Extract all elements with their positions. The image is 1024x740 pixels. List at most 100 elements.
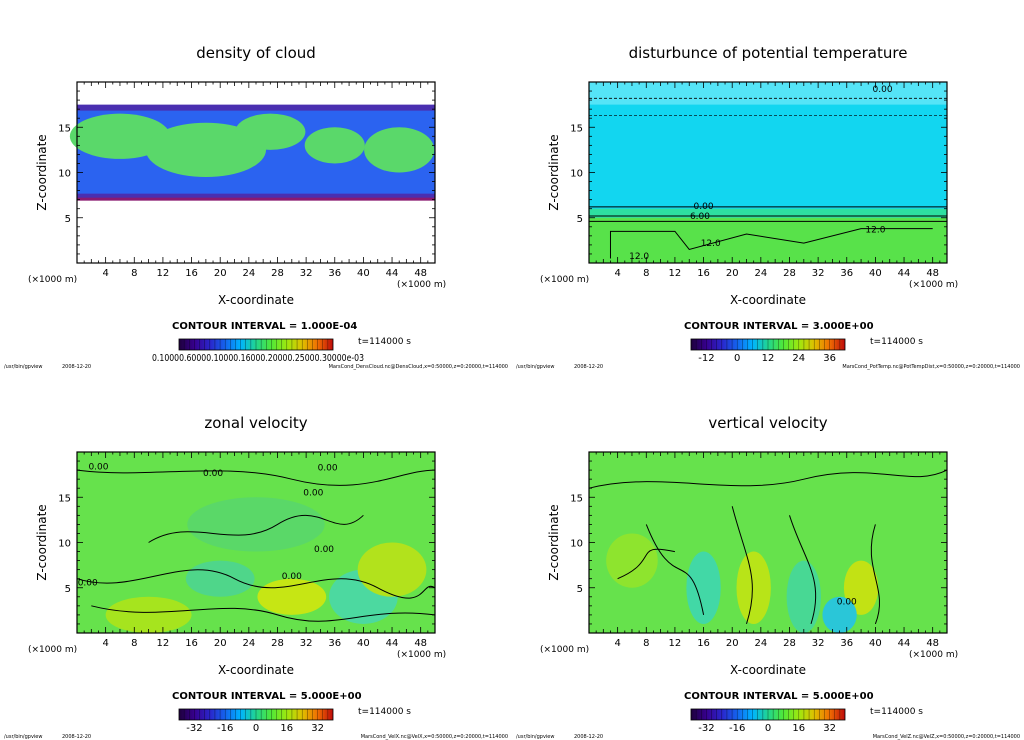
- pottemp-x-tick-label: 8: [643, 268, 649, 279]
- pottemp-contour-label: 6.00: [690, 212, 710, 222]
- velz-x-tick-label: 20: [726, 638, 739, 649]
- cloud-title: density of cloud: [196, 44, 316, 62]
- velx-x-tick-label: 8: [131, 638, 137, 649]
- cloud-dense-region: [69, 113, 171, 159]
- velx-field: [76, 452, 436, 633]
- pottemp-contour-line: [609, 228, 933, 259]
- velx-contour-label: 0.00: [303, 489, 323, 499]
- velx-y-tick-label: 15: [58, 493, 71, 504]
- velz-file-label: MarsCond_VelZ.nc@VelZ,x=0:50000,z=0:2000…: [873, 734, 1020, 740]
- cloud-x-tick-label: 28: [271, 268, 284, 279]
- velx-contour-line: [148, 514, 364, 543]
- pottemp-colorbar-label: 0: [734, 353, 740, 364]
- velz-contour-line: [870, 524, 880, 625]
- velx-colorbar-label: 32: [311, 723, 324, 734]
- pottemp-x-tick-label: 44: [898, 268, 911, 279]
- pottemp-x-tick-label: 40: [869, 268, 882, 279]
- cloud-time-label: t=114000 s: [358, 337, 411, 347]
- cloud-x-tick-label: 48: [414, 268, 427, 279]
- velx-colorbar-label: -32: [186, 723, 202, 734]
- velx-contour-line: [91, 605, 436, 622]
- velx-colorbar-label: 16: [280, 723, 293, 734]
- cloud-x-tick-label: 12: [157, 268, 170, 279]
- velx-x-unit: (×1000 m): [397, 650, 446, 660]
- velz-contour-line: [617, 548, 676, 580]
- velz-field: [588, 452, 948, 633]
- velx-colorbar-label: 0: [253, 723, 259, 734]
- velz-y-tick-label: 5: [577, 584, 583, 595]
- velz-z-unit: (×1000 m): [540, 645, 589, 655]
- velz-x-tick-label: 12: [669, 638, 682, 649]
- velx-colorbar-label: -16: [217, 723, 233, 734]
- cloud-y-label: Z-coordinate: [35, 134, 49, 210]
- velx-contour-label: 0.00: [88, 462, 108, 472]
- velx-contour-line: [76, 569, 436, 599]
- velz-x-tick-label: 32: [812, 638, 825, 649]
- pottemp-y-tick-label: 5: [577, 214, 583, 225]
- pottemp-x-axis: 4 8 12 16 20 24 28 32 36 40 44 48: [588, 82, 948, 279]
- velx-anomaly: [185, 560, 255, 597]
- velz-contour-line: [731, 506, 753, 625]
- velz-x-tick-label: 4: [614, 638, 620, 649]
- cloud-footer-date: 2008-12-20: [62, 364, 91, 370]
- velz-colorbar-label: 32: [823, 723, 836, 734]
- pottemp-contour-label: 0.00: [873, 85, 893, 95]
- velz-contour-line: [645, 524, 705, 615]
- pottemp-x-unit: (×1000 m): [909, 280, 958, 290]
- velz-colorbar-label: -16: [729, 723, 745, 734]
- velx-footer-program: /usr/bin/gpview: [4, 734, 42, 740]
- velx-footer-date: 2008-12-20: [62, 734, 91, 740]
- velz-contour-line: [789, 515, 817, 625]
- panel-vertical-velocity: vertical velocity 0.00 4 8 12 16 20 24 28 32 36 40 4…: [512, 370, 1024, 740]
- cloud-y-tick-label: 5: [65, 214, 71, 225]
- pottemp-x-tick-label: 12: [669, 268, 682, 279]
- velx-x-tick-label: 12: [157, 638, 170, 649]
- velx-time-label: t=114000 s: [358, 707, 411, 717]
- velz-x-tick-label: 28: [783, 638, 796, 649]
- cloud-y-tick-label: 15: [58, 123, 71, 134]
- cloud-dense-region: [235, 113, 306, 150]
- pottemp-contour-interval: CONTOUR INTERVAL = 3.000E+00: [684, 321, 874, 332]
- cloud-x-tick-label: 36: [328, 268, 341, 279]
- velx-x-tick-label: 16: [185, 638, 198, 649]
- pottemp-warm-layer: [589, 217, 947, 263]
- cloud-colorbar-label: 0.10000.60000.10000.16000.20000.25000.30…: [152, 353, 364, 364]
- velz-y-tick-label: 10: [570, 539, 583, 550]
- velx-x-axis: 4 8 12 16 20 24 28 32 36 40 44 48: [76, 452, 436, 649]
- velz-x-tick-label: 44: [898, 638, 911, 649]
- pottemp-x-tick-label: 32: [812, 268, 825, 279]
- velz-x-tick-label: 36: [840, 638, 853, 649]
- pottemp-z-unit: (×1000 m): [540, 275, 589, 285]
- pottemp-y-axis: 5 10 15: [570, 81, 947, 264]
- pottemp-contour-label: 12.0: [701, 239, 721, 249]
- velz-footer-program: /usr/bin/gpview: [516, 734, 554, 740]
- pottemp-x-tick-label: 48: [926, 268, 939, 279]
- pottemp-contour-label: 12.0: [865, 226, 885, 236]
- panel-potential-temperature: disturbunce of potential temperature 0.00…: [512, 0, 1024, 370]
- pottemp-time-label: t=114000 s: [870, 337, 923, 347]
- cloud-y-tick-label: 10: [58, 169, 71, 180]
- velz-colorbar-label: 0: [765, 723, 771, 734]
- velx-contour-label: 0.00: [314, 545, 334, 555]
- velx-x-label: X-coordinate: [218, 663, 294, 677]
- velz-x-label: X-coordinate: [730, 663, 806, 677]
- velz-time-label: t=114000 s: [870, 707, 923, 717]
- velx-x-tick-label: 44: [386, 638, 399, 649]
- cloud-x-tick-label: 8: [131, 268, 137, 279]
- cloud-cloud-base: [77, 197, 435, 201]
- velz-x-tick-label: 48: [926, 638, 939, 649]
- velz-title: vertical velocity: [708, 414, 827, 432]
- velz-colorbar-label: -32: [698, 723, 714, 734]
- velz-anomaly: [736, 551, 771, 624]
- panel-density-of-cloud: density of cloud 4 8 12 16 20 24 28 32 36 40 44 48 5 1…: [0, 0, 512, 370]
- velz-y-axis: 5 10 15: [570, 451, 947, 634]
- velx-anomaly: [187, 497, 325, 552]
- cloud-x-tick-label: 20: [214, 268, 227, 279]
- cloud-z-unit: (×1000 m): [28, 275, 77, 285]
- velx-x-tick-label: 20: [214, 638, 227, 649]
- velx-y-axis: 5 10 15: [58, 451, 435, 634]
- chart-potential-temperature: disturbunce of potential temperature 0.00…: [516, 44, 1020, 370]
- pottemp-colorbar-label: -12: [698, 353, 714, 364]
- velz-contour-interval: CONTOUR INTERVAL = 5.000E+00: [684, 691, 874, 702]
